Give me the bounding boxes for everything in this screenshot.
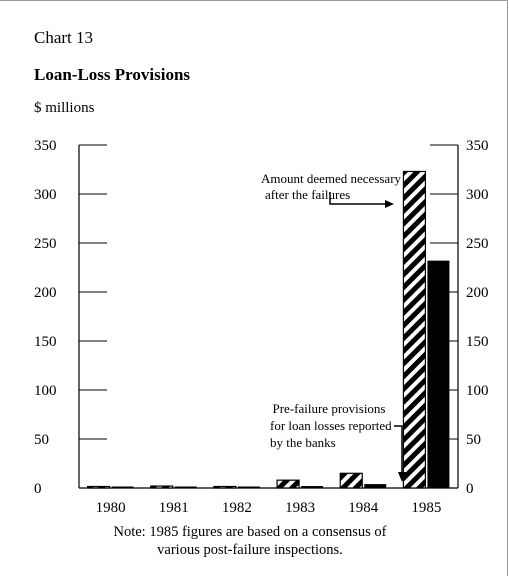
x-tick-label: 1984	[348, 500, 379, 516]
y-tick-label-left: 350	[34, 138, 57, 154]
y-axis-unit-label: $ millions	[34, 100, 95, 116]
chart-number: Chart 13	[34, 28, 94, 47]
annotation-prefailure-arrow	[394, 425, 403, 473]
y-tick-label-left: 50	[34, 432, 49, 448]
y-tick-label-left: 250	[34, 236, 57, 252]
bar-deemed-necessary	[276, 479, 300, 489]
bar-pre-failure	[111, 486, 134, 488]
y-tick-label-right: 150	[466, 334, 489, 350]
bar-deemed-necessary	[402, 170, 427, 489]
y-tick-label-right: 200	[466, 285, 489, 301]
bars-group	[86, 170, 450, 489]
bar-deemed-necessary	[213, 485, 237, 489]
bar-pre-failure	[174, 486, 197, 488]
bar-pre-failure	[301, 486, 324, 488]
annotation-deemed-line2: after the failures	[265, 187, 350, 202]
annotation-prefailure-arrowhead	[398, 472, 406, 482]
x-tick-label: 1981	[159, 500, 189, 516]
x-tick-label: 1980	[96, 500, 126, 516]
y-tick-label-right: 350	[466, 138, 489, 154]
y-tick-label-left: 150	[34, 334, 57, 350]
x-tick-label: 1983	[285, 500, 315, 516]
y-tick-label-left: 200	[34, 285, 57, 301]
annotation-prefailure-line2: for loan losses reported	[270, 418, 392, 433]
x-tick-label: 1985	[411, 500, 441, 516]
annotation-deemed-line1: Amount deemed necessary	[261, 171, 402, 186]
bar-deemed-necessary	[86, 485, 111, 489]
annotation-deemed-arrowhead	[385, 200, 394, 208]
y-tick-label-left: 100	[34, 383, 57, 399]
annotation-prefailure-line1: Pre-failure provisions	[272, 401, 385, 416]
bar-deemed-necessary	[150, 485, 174, 489]
bar-pre-failure	[427, 260, 450, 488]
y-tick-label-left: 0	[34, 481, 42, 497]
y-tick-label-right: 0	[466, 481, 474, 497]
footnote-line2: various post-failure inspections.	[157, 542, 343, 558]
annotation-deemed-arrow	[329, 192, 386, 205]
x-tick-label: 1982	[222, 500, 252, 516]
footnote-line1: Note: 1985 figures are based on a consen…	[113, 524, 387, 540]
y-tick-label-right: 100	[466, 383, 489, 399]
bar-deemed-necessary	[339, 472, 363, 489]
y-tick-label-right: 300	[466, 187, 489, 203]
y-tick-label-right: 250	[466, 236, 489, 252]
chart-title: Loan-Loss Provisions	[34, 65, 191, 84]
axes-group: 0 0 50 50 100 100 150 150 200 200 250 250 300 300 350 3…	[34, 138, 489, 516]
y-tick-label-left: 300	[34, 187, 57, 203]
bar-pre-failure	[237, 486, 260, 488]
annotation-prefailure-line3: by the banks	[270, 435, 336, 450]
bar-pre-failure	[364, 484, 387, 488]
footnote: Note: 1985 figures are based on a consen…	[0, 523, 500, 559]
y-tick-label-right: 50	[466, 432, 481, 448]
